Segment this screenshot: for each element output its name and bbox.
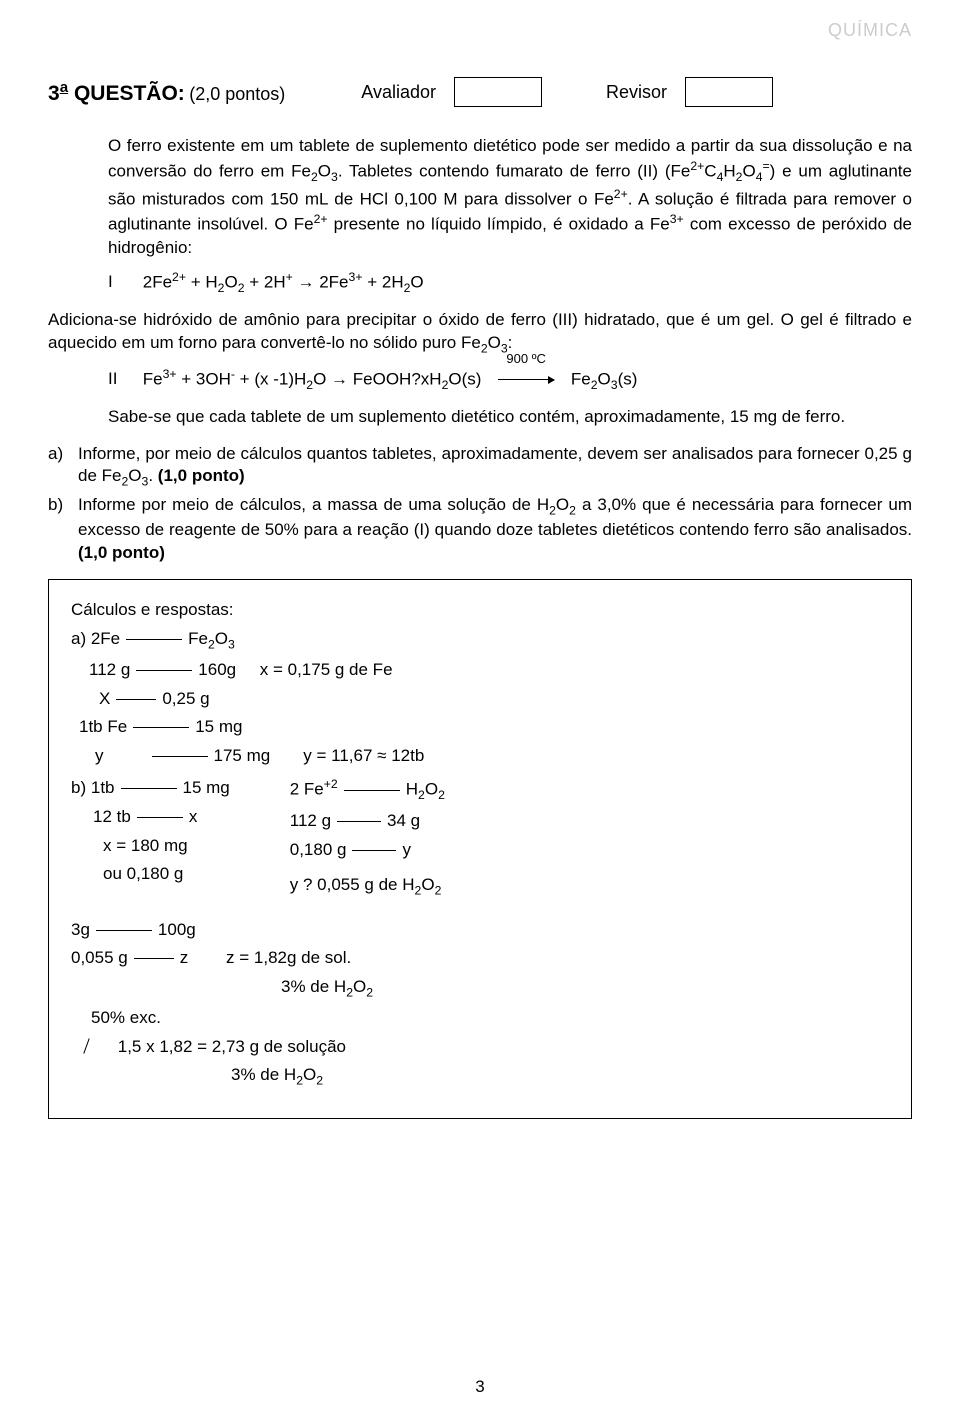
eq2g: Fe bbox=[571, 369, 591, 388]
eq2e: FeOOH?xH bbox=[353, 369, 442, 388]
item-b-points: (1,0 ponto) bbox=[78, 543, 165, 562]
ans-e-line3: 3% de H2O2 bbox=[71, 1063, 889, 1090]
b1a: 1tb bbox=[91, 778, 115, 797]
eq1-arrow: → bbox=[298, 272, 315, 291]
eq2a: Fe bbox=[143, 369, 163, 388]
c1b: H bbox=[406, 780, 418, 799]
eq1e: + 2H bbox=[362, 272, 403, 291]
c3a: 0,180 g bbox=[290, 840, 347, 859]
q-word: QUESTÃO: bbox=[74, 82, 185, 105]
ans-d-line1: 3g 100g bbox=[71, 918, 889, 943]
question-header: 3a QUESTÃO: (2,0 pontos) Avaliador Revis… bbox=[48, 77, 912, 107]
eq1-roman: I bbox=[108, 272, 138, 292]
eq2-roman: II bbox=[108, 369, 138, 389]
ans-a-line4: 1tb Fe 15 mg bbox=[71, 715, 889, 740]
paragraph-2: Adiciona-se hidróxido de amônio para pre… bbox=[48, 309, 912, 357]
temp-arrow: 900 ºC bbox=[492, 369, 560, 389]
ans-a-line5: y 175 mg y = 11,67 ≈ 12tb bbox=[71, 744, 889, 769]
e3: 3% de H bbox=[231, 1065, 296, 1084]
question-items: a) Informe, por meio de cálculos quantos… bbox=[48, 443, 912, 566]
b3: x = 180 mg bbox=[71, 834, 230, 859]
d3: 3% de H bbox=[281, 977, 346, 996]
d2b: z bbox=[180, 948, 189, 967]
b4: ou 0,180 g bbox=[71, 862, 230, 887]
l1c: x = 0,175 g de Fe bbox=[260, 660, 393, 679]
question-title: 3a QUESTÃO: (2,0 pontos) bbox=[48, 79, 285, 106]
b2a: 12 tb bbox=[93, 807, 131, 826]
c2b: 34 g bbox=[387, 811, 420, 830]
item-a-text2: . bbox=[148, 466, 157, 485]
eq2f: O(s) bbox=[448, 369, 481, 388]
c4a: y ? 0,055 g de H bbox=[290, 875, 415, 894]
c3b: y bbox=[402, 840, 411, 859]
ans-a-line3: X 0,25 g bbox=[71, 687, 889, 712]
e2a: 1,5 x 1,82 = 2,73 g de solução bbox=[118, 1037, 346, 1056]
avaliador-box[interactable] bbox=[454, 77, 542, 107]
eq2c: + (x -1)H bbox=[235, 369, 306, 388]
eq1f: O bbox=[410, 272, 423, 291]
p2b: : bbox=[508, 333, 513, 352]
item-b-text: Informe por meio de cálculos, a massa de… bbox=[78, 495, 549, 514]
ans-a-line2: 112 g 160g x = 0,175 g de Fe bbox=[71, 658, 889, 683]
p1e: presente no líquido límpido, é oxidado a… bbox=[328, 215, 670, 234]
b1b: 15 mg bbox=[183, 778, 230, 797]
l3a: 1tb Fe bbox=[79, 717, 127, 736]
item-b: b) Informe por meio de cálculos, a massa… bbox=[48, 494, 912, 565]
b2b: x bbox=[189, 807, 198, 826]
c1a: 2 Fe bbox=[290, 780, 324, 799]
d2c: z = 1,82g de sol. bbox=[226, 948, 351, 967]
bl: b) bbox=[71, 778, 86, 797]
page-number: 3 bbox=[0, 1377, 960, 1397]
ans-b-col2: 2 Fe+2H2O2 112 g34 g 0,180 gy y ? 0,055 … bbox=[290, 772, 445, 903]
revisor-box[interactable] bbox=[685, 77, 773, 107]
temp-label: 900 ºC bbox=[492, 351, 560, 366]
eq2h: (s) bbox=[618, 369, 638, 388]
eq2b: + 3OH bbox=[177, 369, 231, 388]
l1a: 112 g bbox=[89, 660, 130, 679]
l3b: 15 mg bbox=[195, 717, 242, 736]
page: QUÍMICA 3a QUESTÃO: (2,0 pontos) Avaliad… bbox=[0, 0, 960, 1409]
subject-header: QUÍMICA bbox=[48, 20, 912, 41]
answer-box: Cálculos e respostas: a) 2FeFe2O3 112 g1… bbox=[48, 579, 912, 1119]
ans-a-line1: a) 2FeFe2O3 bbox=[71, 627, 889, 654]
ans-b-col1: b) 1tb 15 mg 12 tb x x = 180 mg ou 0,180 g bbox=[71, 772, 230, 903]
ans-e-line1: 50% exc. bbox=[71, 1006, 889, 1031]
q-points: (2,0 pontos) bbox=[189, 84, 285, 104]
l2b: 0,25 g bbox=[162, 689, 209, 708]
paragraph-1: O ferro existente em um tablete de suple… bbox=[48, 135, 912, 260]
ans-d-line2: 0,055 g z z = 1,82g de sol. bbox=[71, 946, 889, 971]
eq1a: 2Fe bbox=[143, 272, 172, 291]
d2a: 0,055 g bbox=[71, 948, 128, 967]
item-a: a) Informe, por meio de cálculos quantos… bbox=[48, 443, 912, 491]
revisor-label: Revisor bbox=[606, 82, 667, 103]
avaliador-label: Avaliador bbox=[361, 82, 436, 103]
equation-1: I 2Fe2+ + H2O2 + 2H+ → 2Fe3+ + 2H2O bbox=[48, 270, 912, 295]
l4a: y bbox=[95, 746, 104, 765]
equation-2: II Fe3+ + 3OH- + (x -1)H2O → FeOOH?xH2O(… bbox=[48, 367, 912, 392]
l4c: y = 11,67 ≈ 12tb bbox=[303, 746, 424, 765]
eq2d: O bbox=[313, 369, 331, 388]
eq1d: 2Fe bbox=[315, 272, 349, 291]
l1b: 160g bbox=[198, 660, 236, 679]
l2a: X bbox=[99, 689, 110, 708]
p1b: . Tabletes contendo fumarato de ferro (I… bbox=[338, 162, 691, 181]
eq1b: + H bbox=[186, 272, 218, 291]
tick-icon bbox=[74, 1040, 110, 1054]
answers-heading: Cálculos e respostas: bbox=[71, 598, 889, 623]
q-num: 3 bbox=[48, 82, 60, 105]
aa1: a) 2Fe bbox=[71, 629, 120, 648]
q-ord: a bbox=[60, 79, 68, 96]
paragraph-3: Sabe-se que cada tablete de um suplement… bbox=[48, 406, 912, 429]
aa2: Fe bbox=[188, 629, 208, 648]
ans-e-line2: 1,5 x 1,82 = 2,73 g de solução bbox=[71, 1035, 889, 1060]
item-b-marker: b) bbox=[48, 494, 78, 565]
d1b: 100g bbox=[158, 920, 196, 939]
c2a: 112 g bbox=[290, 811, 331, 830]
l4b: 175 mg bbox=[214, 746, 271, 765]
item-a-marker: a) bbox=[48, 443, 78, 491]
item-a-points: (1,0 ponto) bbox=[158, 466, 245, 485]
d1a: 3g bbox=[71, 920, 90, 939]
eq1c: + 2H bbox=[245, 272, 286, 291]
ans-d-line3: 3% de H2O2 bbox=[71, 975, 889, 1002]
